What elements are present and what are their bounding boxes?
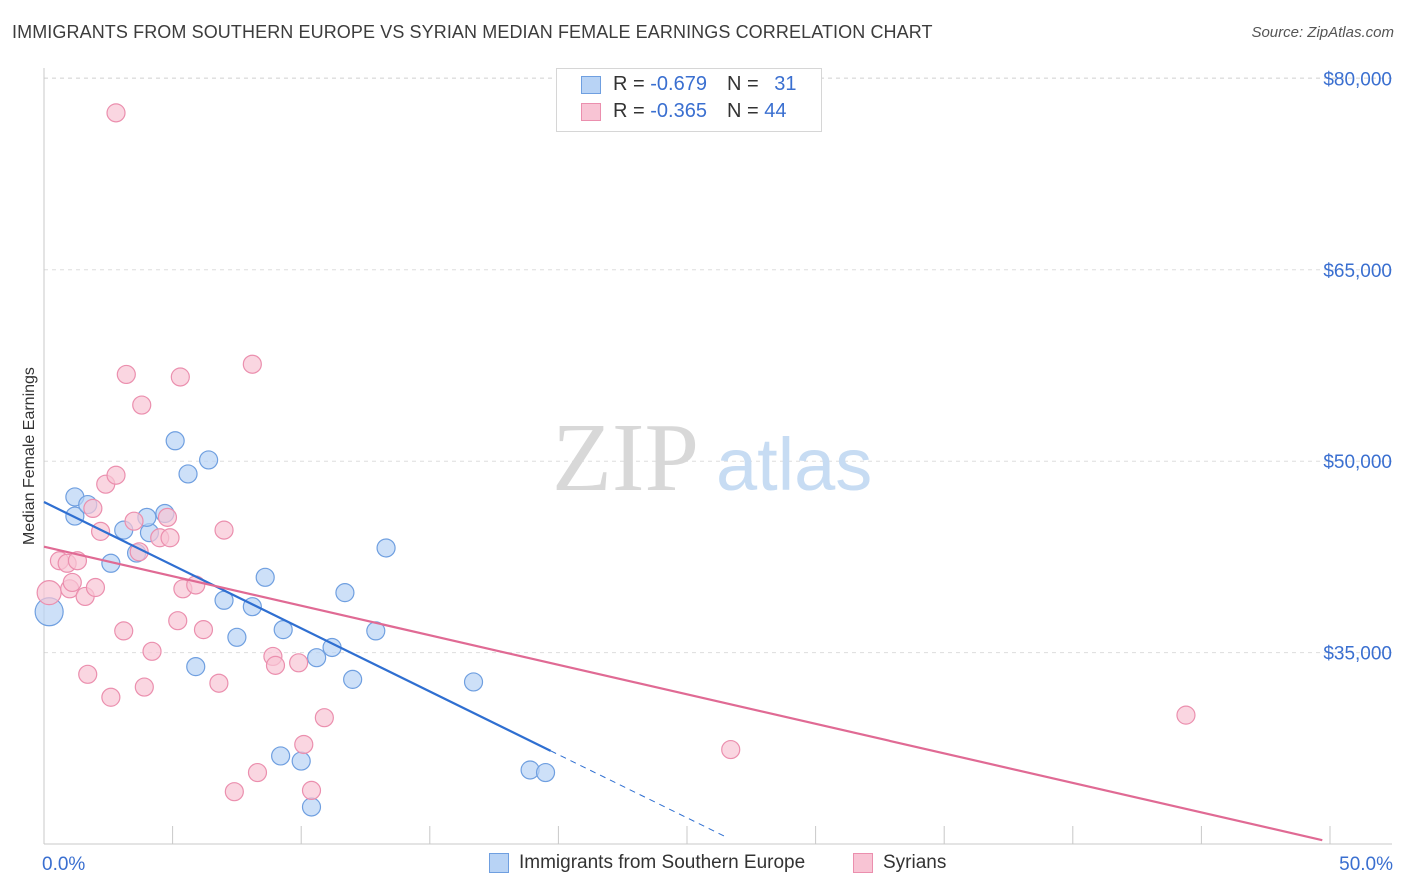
data-point-syrians — [157, 507, 178, 527]
data-point-southern-europe — [291, 751, 311, 771]
data-point-syrians — [224, 782, 244, 802]
y-tick-label: $50,000 — [1323, 452, 1392, 473]
data-point-southern-europe — [307, 648, 327, 668]
legend-r-label: R = — [613, 73, 651, 95]
data-point-syrians — [168, 611, 188, 631]
data-point-southern-europe — [199, 450, 219, 470]
correlation-legend: R = -0.679 N = 31 R = -0.365 N = 44 — [556, 68, 822, 132]
data-point-syrians — [132, 395, 152, 415]
data-point-syrians — [106, 465, 126, 485]
data-point-syrians — [36, 580, 62, 606]
bottom-legend-syrians: Syrians — [853, 852, 946, 874]
y-tick-label: $35,000 — [1323, 644, 1392, 665]
trendline-southern-europe — [43, 501, 552, 752]
legend-swatch-blue — [581, 75, 601, 94]
data-point-syrians — [90, 521, 111, 541]
data-point-syrians — [289, 653, 309, 673]
data-point-syrians — [294, 734, 314, 755]
data-point-syrians — [209, 673, 229, 693]
legend-row-syrians: R = -0.365 N = 44 — [581, 100, 786, 128]
data-point-syrians — [160, 528, 180, 548]
data-point-syrians — [62, 572, 82, 593]
source-label: Source: ZipAtlas.com — [1251, 24, 1394, 41]
bottom-legend-swatch-pink — [853, 852, 873, 873]
data-point-syrians — [85, 577, 106, 598]
legend-n-label: N = — [726, 73, 765, 95]
trendline-southern-europe-extension — [550, 750, 726, 838]
data-point-southern-europe — [301, 797, 322, 817]
data-point-southern-europe — [165, 431, 185, 451]
data-point-syrians — [247, 762, 268, 783]
legend-r-value: -0.679 — [650, 73, 707, 95]
legend-n-value: 31 — [774, 73, 797, 95]
data-point-syrians — [134, 677, 154, 697]
data-point-syrians — [106, 103, 126, 123]
data-point-syrians — [265, 655, 286, 675]
data-point-syrians — [124, 511, 144, 531]
watermark-zip: ZIP — [552, 404, 699, 512]
x-tick-label: 0.0% — [42, 854, 85, 875]
data-point-southern-europe — [535, 762, 556, 783]
data-point-southern-europe — [255, 567, 275, 587]
data-point-syrians — [78, 664, 98, 684]
data-point-syrians — [101, 687, 121, 707]
watermark-atlas: atlas — [716, 423, 872, 506]
data-point-syrians — [170, 367, 190, 387]
data-point-southern-europe — [343, 669, 363, 689]
legend-n-value: 44 — [764, 100, 787, 122]
data-point-southern-europe — [271, 746, 291, 766]
data-point-syrians — [1176, 705, 1196, 725]
data-point-syrians — [193, 620, 214, 640]
bottom-legend-label: Syrians — [883, 852, 947, 873]
data-point-southern-europe — [227, 627, 247, 647]
data-point-syrians — [114, 621, 134, 641]
data-point-syrians — [83, 498, 103, 519]
legend-swatch-pink — [581, 102, 601, 121]
data-point-syrians — [214, 520, 234, 540]
data-point-southern-europe — [335, 583, 355, 603]
data-point-syrians — [242, 354, 262, 374]
data-point-southern-europe — [463, 672, 484, 692]
data-point-southern-europe — [376, 538, 396, 558]
y-tick-label: $80,000 — [1323, 69, 1392, 90]
data-point-southern-europe — [186, 657, 206, 677]
bottom-legend-label: Immigrants from Southern Europe — [519, 852, 806, 873]
bottom-legend-swatch-blue — [489, 852, 509, 873]
legend-r-label: R = — [613, 100, 651, 122]
data-point-syrians — [116, 364, 136, 385]
legend-row-southern-europe: R = -0.679 N = 31 — [581, 73, 796, 101]
trendline-syrians — [43, 545, 1323, 842]
data-point-syrians — [721, 739, 741, 760]
chart-title: IMMIGRANTS FROM SOUTHERN EUROPE VS SYRIA… — [12, 22, 933, 42]
data-point-syrians — [314, 708, 334, 728]
bottom-legend-southern-europe: Immigrants from Southern Europe — [489, 852, 805, 874]
data-point-syrians — [142, 641, 162, 661]
legend-r-value: -0.365 — [650, 100, 707, 122]
data-point-southern-europe — [178, 464, 198, 484]
x-tick-label: 50.0% — [1339, 854, 1393, 875]
y-tick-label: $65,000 — [1323, 261, 1392, 282]
data-point-syrians — [301, 780, 322, 801]
legend-n-label: N = — [726, 100, 765, 122]
